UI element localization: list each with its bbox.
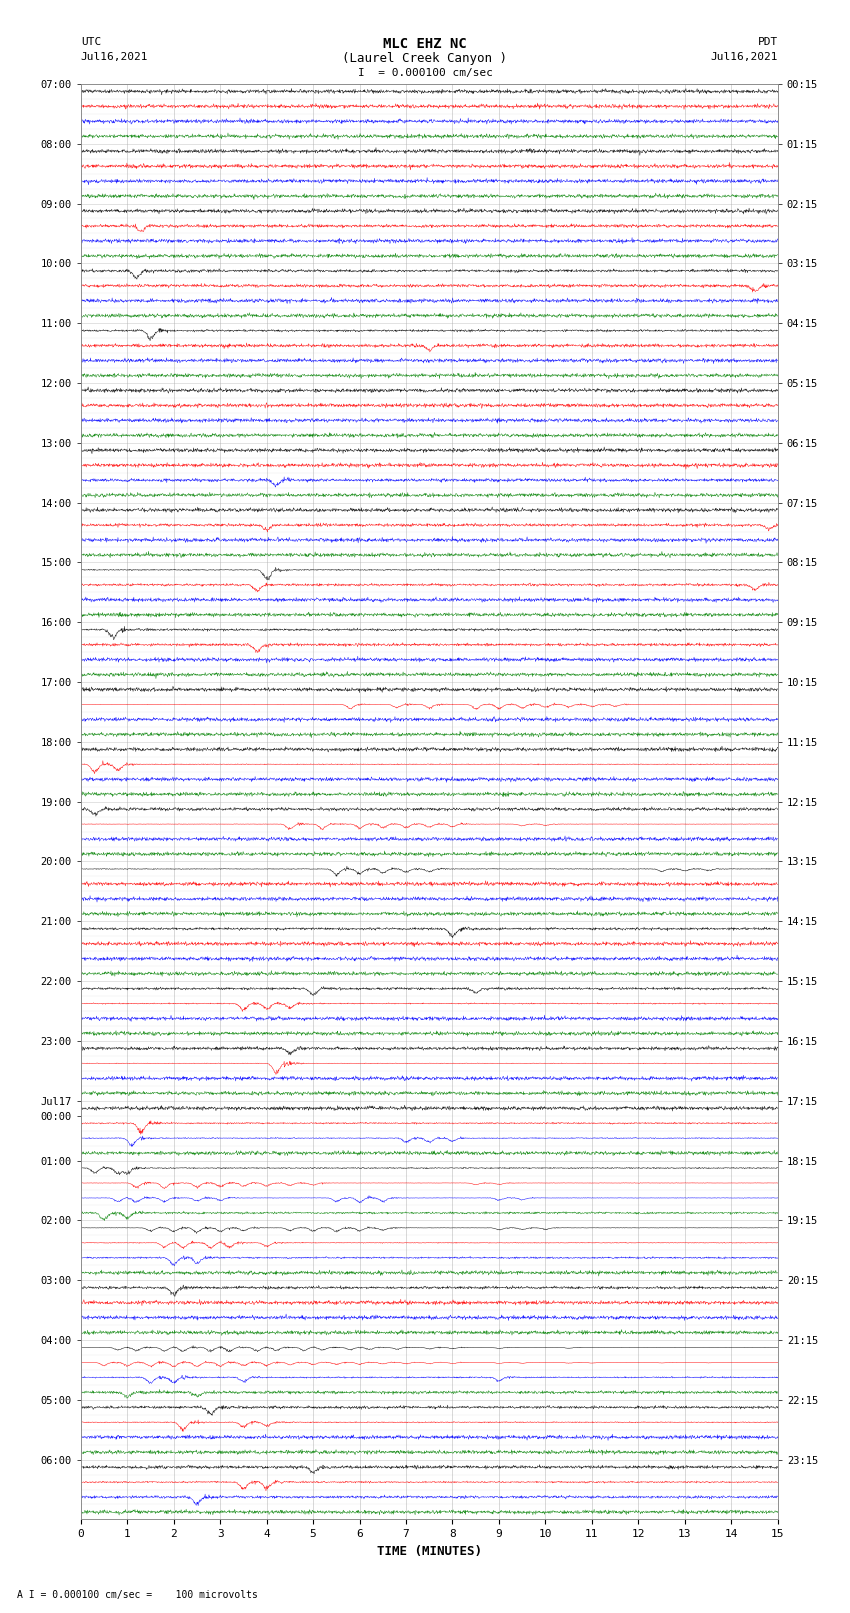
Text: I  = 0.000100 cm/sec: I = 0.000100 cm/sec bbox=[358, 68, 492, 77]
Text: A I = 0.000100 cm/sec =    100 microvolts: A I = 0.000100 cm/sec = 100 microvolts bbox=[17, 1590, 258, 1600]
Text: UTC: UTC bbox=[81, 37, 101, 47]
Text: (Laurel Creek Canyon ): (Laurel Creek Canyon ) bbox=[343, 52, 507, 65]
Text: MLC EHZ NC: MLC EHZ NC bbox=[383, 37, 467, 52]
Text: Jul16,2021: Jul16,2021 bbox=[711, 52, 778, 61]
X-axis label: TIME (MINUTES): TIME (MINUTES) bbox=[377, 1545, 482, 1558]
Text: PDT: PDT bbox=[757, 37, 778, 47]
Text: Jul16,2021: Jul16,2021 bbox=[81, 52, 148, 61]
